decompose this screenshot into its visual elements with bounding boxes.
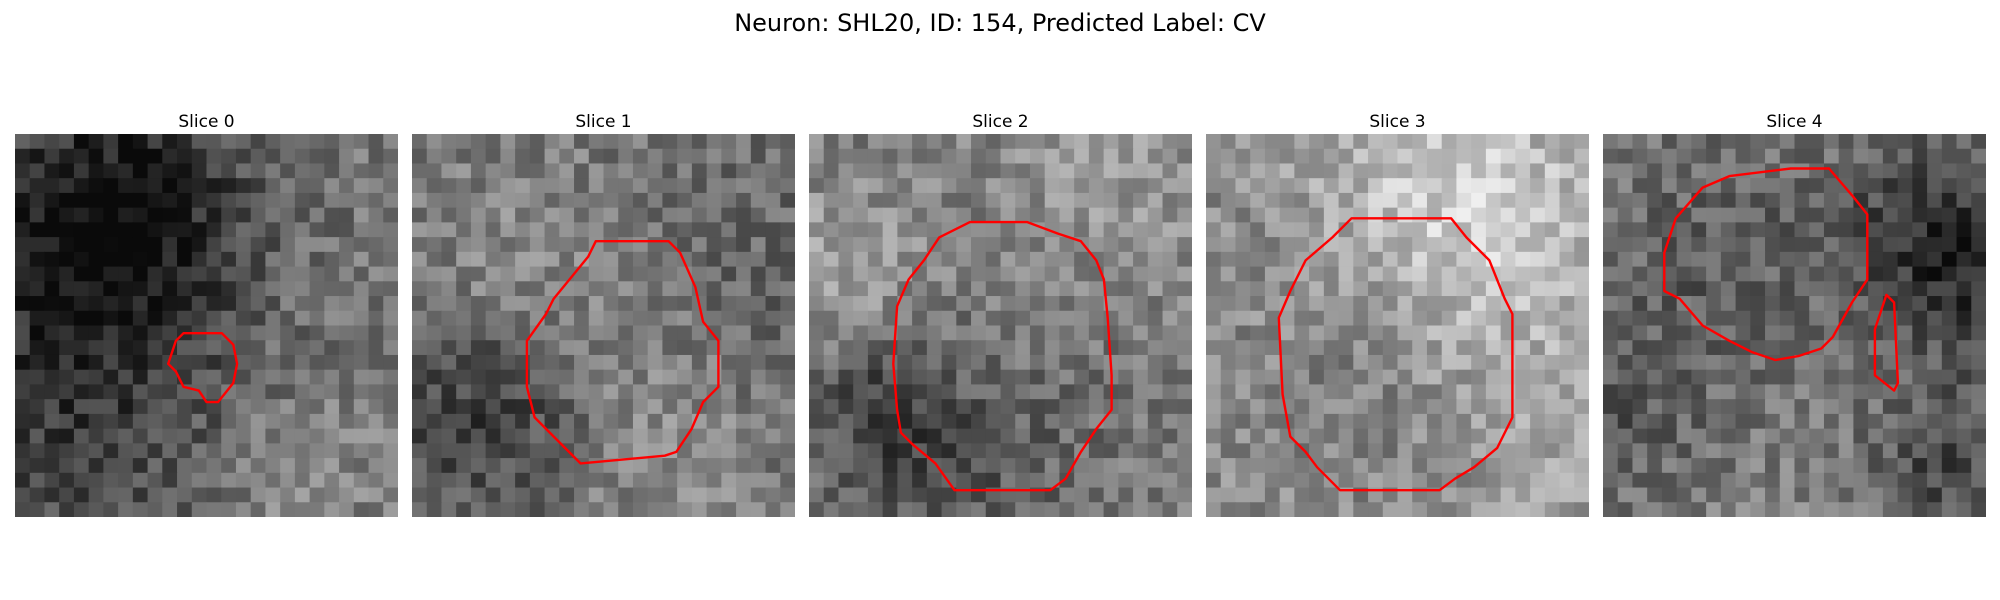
cell-contour xyxy=(525,239,720,465)
cell-contour xyxy=(892,220,1113,492)
slice-panel-3: Slice 3 xyxy=(1206,110,1589,517)
micrograph-pixels xyxy=(1206,134,1589,517)
slice-title: Slice 1 xyxy=(575,112,632,132)
micrograph-pixels xyxy=(809,134,1192,517)
slice-panel-4: Slice 4 xyxy=(1603,110,1986,517)
slice-title: Slice 0 xyxy=(178,112,235,132)
slice-title: Slice 2 xyxy=(972,112,1029,132)
cell-contour xyxy=(1873,293,1900,392)
micrograph-pixels xyxy=(1603,134,1986,517)
micrograph-pixels xyxy=(412,134,795,517)
slice-title: Slice 4 xyxy=(1766,112,1823,132)
micrograph-pixels xyxy=(15,134,398,517)
slice-panel-1: Slice 1 xyxy=(412,110,795,517)
cell-contour xyxy=(1663,167,1869,362)
cell-contour xyxy=(1277,217,1514,492)
slice-panel-2: Slice 2 xyxy=(809,110,1192,517)
figure-title: Neuron: SHL20, ID: 154, Predicted Label:… xyxy=(734,9,1266,37)
slice-image xyxy=(1206,134,1589,517)
slice-title: Slice 3 xyxy=(1369,112,1426,132)
slice-image xyxy=(15,134,398,517)
slice-image xyxy=(809,134,1192,517)
slice-image xyxy=(412,134,795,517)
slice-image xyxy=(1603,134,1986,517)
cell-contour xyxy=(166,331,239,404)
slice-panel-0: Slice 0 xyxy=(15,110,398,517)
